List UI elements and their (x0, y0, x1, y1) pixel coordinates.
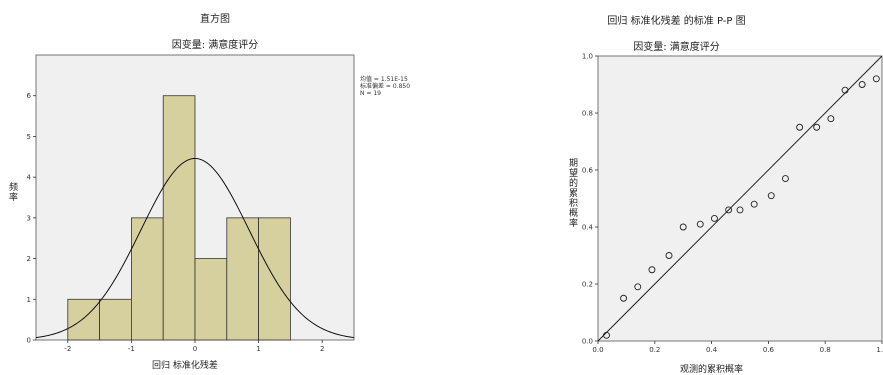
pp-point-10 (750, 200, 758, 208)
pp-point-17 (858, 81, 866, 88)
histogram-xtick-label: -2 (64, 345, 71, 353)
histogram-chart: -2 -1 0 1 2 0 1 2 3 4 5 6 (27, 54, 355, 353)
pp-ytick-label: 0.6 (582, 167, 594, 175)
pp-plot-title: 回归 标准化残差 的标准 P-P 图 (607, 16, 746, 27)
histogram-ytick-label: 4 (27, 174, 32, 182)
pp-plot-subtitle: 因变量: 满意度评分 (633, 42, 720, 53)
pp-point-7 (710, 214, 718, 222)
reference-line (597, 55, 883, 342)
histogram-xtick-label: 0 (193, 345, 197, 353)
stat-n: N = 19 (360, 90, 381, 97)
pp-point-18 (872, 75, 880, 83)
stat-mean: 均值 = 1.51E-15 (360, 76, 408, 83)
histogram-bar-4 (194, 258, 228, 341)
pp-point-12 (781, 175, 789, 183)
pp-xtick-label: 0.6 (763, 346, 775, 354)
histogram-bar-3 (162, 95, 196, 341)
histogram-xtick-label: 1 (256, 345, 260, 353)
pp-ytick-label: 0.2 (582, 281, 593, 289)
pp-xtick-label: 0.4 (706, 346, 718, 354)
pp-xtick-label: 1.0 (876, 346, 883, 354)
pp-point-4 (665, 252, 673, 259)
pp-point-14 (813, 123, 821, 131)
pp-plot-panel: 回归 标准化残差 的标准 P-P 图 因变量: 满意度评分 期望的累积概率 观测… (470, 0, 883, 375)
histogram-title: 直方图 (200, 14, 230, 25)
histogram-stats: 均值 = 1.51E-15 标准偏差 = 0.850 N = 19 (360, 76, 410, 97)
histogram-xlabel: 回归 标准化残差 (152, 361, 218, 371)
pp-point-5 (679, 223, 687, 231)
histogram-bar-1 (99, 298, 132, 341)
pp-point-0 (603, 331, 610, 339)
pp-point-16 (841, 86, 849, 94)
pp-point-9 (736, 206, 744, 214)
histogram-ylabel: 频率 (7, 182, 17, 202)
pp-plot-chart: 0.0 0.2 0.4 0.6 0.8 1.0 0.0 0.2 0.4 0.6 0.8 1.0 (582, 53, 883, 355)
histogram-ytick-label: 5 (27, 133, 31, 141)
pp-point-15 (827, 115, 835, 123)
pp-point-13 (796, 123, 804, 131)
histogram-ytick-label: 3 (27, 214, 31, 222)
pp-plot-ylabel: 期望的累积概率 (567, 158, 577, 228)
histogram-panel: 直方图 因变量: 满意度评分 均值 = 1.51E-15 标准偏差 = 0.85… (0, 0, 430, 374)
histogram-ytick-label: 1 (27, 296, 31, 304)
pp-ytick-label: 0.8 (582, 110, 593, 118)
pp-plot-xlabel: 观测的累积概率 (680, 365, 744, 375)
pp-point-11 (767, 192, 775, 200)
histogram-bar-2 (130, 217, 164, 341)
normal-curve (35, 157, 355, 339)
pp-point-3 (648, 266, 656, 274)
histogram-bar-0 (67, 298, 101, 341)
histogram-xtick-label: -1 (128, 345, 135, 353)
pp-point-1 (620, 294, 628, 302)
pp-ytick-label: 1.0 (582, 53, 593, 61)
pp-ytick-label: 0.4 (582, 224, 594, 232)
histogram-ytick-label: 2 (27, 255, 31, 263)
histogram-xtick-label: 2 (320, 345, 324, 353)
pp-xtick-label: 0.2 (649, 346, 660, 354)
pp-xtick-label: 0.8 (820, 346, 831, 354)
pp-xtick-label: 0.0 (592, 346, 603, 354)
histogram-bar-5 (226, 217, 260, 341)
pp-ytick-label: 0.0 (582, 338, 593, 346)
stat-std: 标准偏差 = 0.850 (360, 83, 411, 90)
pp-point-2 (634, 283, 642, 291)
pp-point-6 (696, 220, 704, 228)
histogram-ytick-label: 6 (27, 92, 32, 100)
histogram-subtitle: 因变量: 满意度评分 (171, 40, 259, 51)
pp-point-8 (725, 206, 733, 214)
histogram-ytick-label: 0 (27, 337, 31, 345)
